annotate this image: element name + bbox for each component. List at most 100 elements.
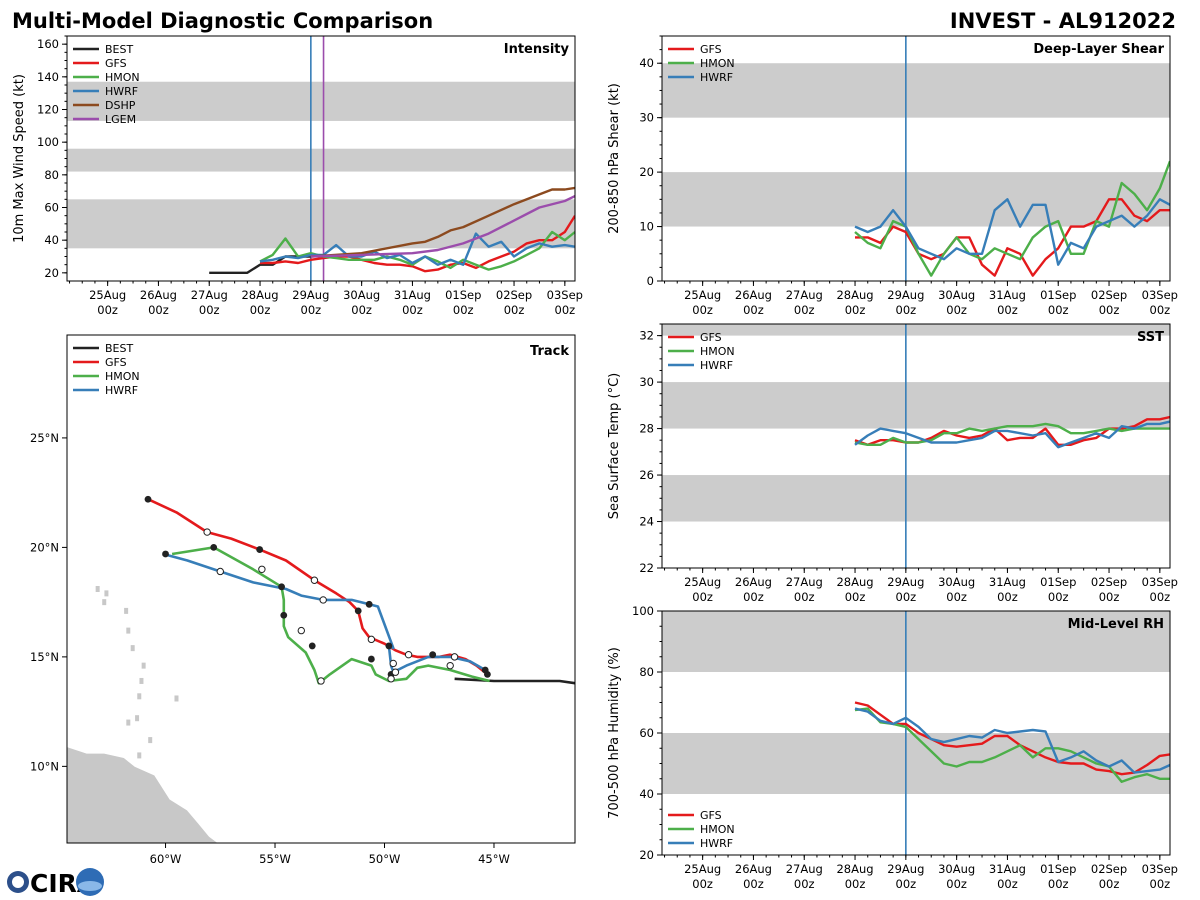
island	[104, 590, 109, 597]
y-axis-label: Sea Surface Temp (°C)	[607, 373, 622, 520]
series-lgem-line	[310, 195, 575, 258]
x-tick-label-date: 03Sep	[547, 288, 583, 302]
series-gfs-line	[855, 198, 1170, 277]
x-tick-label-date: 31Aug	[989, 862, 1026, 876]
legend-label-hmon: HMON	[700, 57, 735, 70]
y-tick-label: 100	[37, 135, 59, 149]
x-tick-label-date: 28Aug	[836, 862, 873, 876]
y-tick-label: 20	[44, 266, 59, 280]
x-tick-label-hour: 00z	[997, 303, 1018, 317]
x-tick-label-hour: 00z	[845, 303, 866, 317]
legend-label-gfs: GFS	[105, 356, 127, 369]
y-tick-label: 30	[639, 111, 654, 125]
x-tick-label-date: 31Aug	[989, 288, 1026, 302]
legend-label-gfs: GFS	[700, 331, 722, 344]
track-hmon-marker	[280, 611, 288, 619]
series-hwrf-line	[854, 707, 1170, 774]
x-tick-label-date: 29Aug	[887, 575, 924, 589]
x-tick-label-hour: 00z	[692, 303, 713, 317]
panel-title: Mid-Level RH	[1068, 617, 1164, 632]
x-tick-label-date: 28Aug	[836, 575, 873, 589]
x-tick-label-hour: 00z	[148, 303, 169, 317]
track-hwrf-marker-open	[450, 653, 459, 661]
legend-label-hwrf: HWRF	[105, 85, 138, 98]
y-tick-label: 80	[44, 168, 59, 182]
y-tick-label: 20	[639, 165, 654, 179]
y-tick-label: 40	[44, 233, 59, 247]
legend-label-best: BEST	[105, 43, 133, 56]
x-tick-label-date: 25Aug	[684, 862, 721, 876]
x-tick-label-hour: 00z	[1150, 877, 1171, 891]
x-tick-label-date: 01Sep	[445, 288, 481, 302]
island	[124, 607, 129, 614]
track-hmon-marker-open	[317, 677, 325, 685]
island	[137, 752, 142, 759]
legend-label-dshp: DSHP	[105, 99, 136, 112]
island	[174, 695, 179, 702]
plot-frame	[661, 323, 1171, 569]
track-hwrf-marker	[365, 600, 373, 608]
x-tick-label-hour: 00z	[946, 303, 967, 317]
x-tick-label-hour: 00z	[97, 303, 118, 317]
x-tick-label-hour: 00z	[743, 590, 764, 604]
y-tick-label: 60	[44, 201, 59, 215]
x-tick-label-date: 31Aug	[394, 288, 431, 302]
x-tick-label-date: 01Sep	[1040, 862, 1076, 876]
x-tick-label-hour: 00z	[743, 877, 764, 891]
lat-tick-label: 20°N	[30, 540, 59, 554]
x-tick-label-hour: 00z	[1099, 590, 1120, 604]
panel-title: SST	[1137, 330, 1164, 345]
lat-tick-label: 25°N	[30, 431, 59, 445]
track-hmon-marker	[210, 543, 218, 551]
shear-panel: 01020304025Aug00z26Aug00z27Aug00z28Aug00…	[607, 35, 1178, 317]
y-tick-label: 100	[632, 604, 654, 618]
track-hmon-marker	[308, 642, 316, 650]
x-tick-label-date: 30Aug	[938, 288, 975, 302]
island	[130, 645, 135, 652]
legend-label-hwrf: HWRF	[700, 359, 733, 372]
ocean	[67, 335, 575, 843]
x-tick-label-date: 26Aug	[735, 575, 772, 589]
track-hwrf-marker	[385, 642, 393, 650]
track-gfs-marker	[256, 546, 264, 553]
y-tick-label: 60	[639, 726, 654, 740]
legend-label-hmon: HMON	[105, 71, 140, 84]
track-hmon-marker-open	[258, 565, 266, 573]
x-tick-label-date: 28Aug	[241, 288, 278, 302]
x-tick-label-date: 03Sep	[1142, 862, 1178, 876]
legend-label-hmon: HMON	[105, 370, 140, 383]
panel-title: Track	[530, 344, 569, 359]
legend-label-lgem: LGEM	[105, 113, 136, 126]
series-hwrf-line	[854, 198, 1170, 266]
x-tick-label-hour: 00z	[794, 877, 815, 891]
y-tick-label: 10	[639, 220, 654, 234]
track-hwrf-marker	[481, 666, 489, 674]
x-tick-label-date: 30Aug	[343, 288, 380, 302]
lon-tick-label: 45°W	[478, 852, 510, 866]
track-hmon-marker-open	[446, 661, 454, 670]
intensity-panel: 2040608010012014016025Aug00z26Aug00z27Au…	[12, 35, 583, 317]
track-gfs-marker-open	[203, 528, 211, 536]
lon-tick-label: 60°W	[150, 852, 182, 866]
y-tick-label: 0	[647, 274, 654, 288]
y-axis-label: 200-850 hPa Shear (kt)	[607, 83, 622, 234]
track-panel: 60°W 55°W 50°W 45°W 10°N 15°N 20°N 25°N Track BES…	[30, 334, 576, 866]
x-tick-label-date: 27Aug	[191, 288, 228, 302]
band-1	[662, 382, 1170, 429]
track-best-line	[454, 677, 575, 685]
storm-id: INVEST - AL912022	[950, 9, 1176, 33]
x-tick-label-date: 29Aug	[887, 288, 924, 302]
track-hwrf-line	[162, 552, 486, 674]
legend-label-hmon: HMON	[700, 823, 735, 836]
x-tick-label-hour: 00z	[1048, 590, 1069, 604]
band-2	[67, 81, 575, 121]
legend-label-gfs: GFS	[700, 809, 722, 822]
x-tick-label-hour: 00z	[692, 877, 713, 891]
sst-panel: 22242628303225Aug00z26Aug00z27Aug00z28Au…	[607, 323, 1178, 604]
x-tick-label-date: 03Sep	[1142, 575, 1178, 589]
series-hwrf-line	[259, 232, 575, 266]
x-tick-label-hour: 00z	[997, 590, 1018, 604]
panel-title: Intensity	[504, 42, 570, 57]
x-tick-label-hour: 00z	[351, 303, 372, 317]
